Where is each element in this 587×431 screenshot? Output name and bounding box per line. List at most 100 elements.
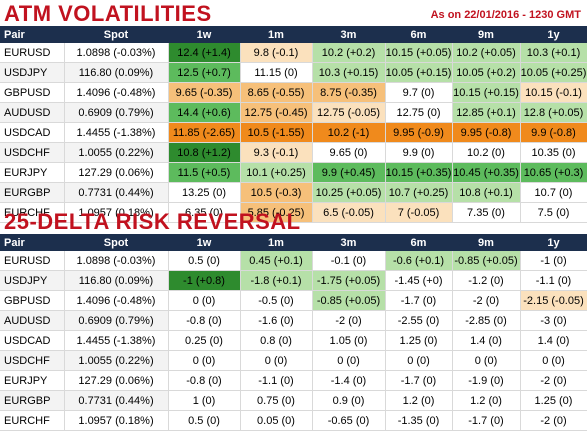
value-cell: 11.85 (-2.65) xyxy=(168,122,241,143)
value-cell: 9.65 (0) xyxy=(312,142,386,163)
value-cell: 9.65 (-0.35) xyxy=(168,82,241,103)
spot-cell: 1.4455 (-1.38%) xyxy=(64,330,169,351)
column-header-1y: 1y xyxy=(520,234,587,251)
value-cell: 1.25 (0) xyxy=(385,330,453,351)
value-cell: 10.2 (-1) xyxy=(312,122,386,143)
column-header-spot: Spot xyxy=(64,26,169,43)
value-cell: 12.4 (+1.4) xyxy=(168,43,241,63)
value-cell: 10.7 (+0.25) xyxy=(385,182,453,203)
value-cell: -0.8 (0) xyxy=(168,370,241,391)
table-row: EURUSD 1.0898 (-0.03%) 12.4 (+1.4) 9.8 (-0.… xyxy=(0,43,587,63)
table-row: EURJPY 127.29 (0.06%) -0.8 (0) -1.1 (0) -1.4… xyxy=(0,370,587,391)
value-cell: 9.9 (0) xyxy=(385,142,453,163)
value-cell: -2 (0) xyxy=(520,370,587,391)
value-cell: 1.25 (0) xyxy=(520,390,587,411)
column-header-1m: 1m xyxy=(240,234,313,251)
column-header-1m: 1m xyxy=(240,26,313,43)
value-cell: -1 (0) xyxy=(520,251,587,271)
pair-cell: EURJPY xyxy=(0,370,65,391)
value-cell: 1.2 (0) xyxy=(385,390,453,411)
value-cell: 10.15 (+0.15) xyxy=(452,82,521,103)
value-cell: 9.3 (-0.1) xyxy=(240,142,313,163)
value-cell: 11.5 (+0.5) xyxy=(168,162,241,183)
value-cell: 9.95 (-0.8) xyxy=(452,122,521,143)
value-cell: 12.5 (+0.7) xyxy=(168,62,241,83)
value-cell: 12.75 (-0.05) xyxy=(312,102,386,123)
value-cell: -1.45 (+0) xyxy=(385,270,453,291)
pair-cell: USDJPY xyxy=(0,62,65,83)
value-cell: -1.75 (+0.05) xyxy=(312,270,386,291)
value-cell: 10.8 (+0.1) xyxy=(452,182,521,203)
value-cell: 10.8 (+1.2) xyxy=(168,142,241,163)
value-cell: 11.15 (0) xyxy=(240,62,313,83)
value-cell: 10.2 (+0.05) xyxy=(452,43,521,63)
table-row: USDCAD 1.4455 (-1.38%) 0.25 (0) 0.8 (0) 1.05… xyxy=(0,330,587,351)
pair-cell: EURUSD xyxy=(0,43,65,63)
spot-cell: 0.6909 (0.79%) xyxy=(64,310,169,331)
column-header-6m: 6m xyxy=(385,26,453,43)
value-cell: 9.8 (-0.1) xyxy=(240,43,313,63)
value-cell: 0 (0) xyxy=(312,350,386,371)
table-row: USDJPY 116.80 (0.09%) -1 (+0.8) -1.8 (+0.1)… xyxy=(0,270,587,291)
pair-cell: EURGBP xyxy=(0,390,65,411)
value-cell: 10.5 (-0.3) xyxy=(240,182,313,203)
column-header-1w: 1w xyxy=(168,26,241,43)
value-cell: 6.35 (0) xyxy=(168,202,241,223)
value-cell: -1.7 (0) xyxy=(385,290,453,311)
value-cell: 12.85 (+0.1) xyxy=(452,102,521,123)
value-cell: -0.85 (+0.05) xyxy=(312,290,386,311)
value-cell: -2.15 (-0.05) xyxy=(520,290,587,311)
value-cell: 9.7 (0) xyxy=(385,82,453,103)
value-cell: 0.9 (0) xyxy=(312,390,386,411)
spot-cell: 1.4455 (-1.38%) xyxy=(64,122,169,143)
spot-cell: 127.29 (0.06%) xyxy=(64,162,169,183)
value-cell: 10.15 (+0.35) xyxy=(385,162,453,183)
column-header-9m: 9m xyxy=(452,26,521,43)
value-cell: -1.1 (0) xyxy=(240,370,313,391)
value-cell: -0.6 (+0.1) xyxy=(385,251,453,271)
value-cell: 10.5 (-1.55) xyxy=(240,122,313,143)
column-header-spot: Spot xyxy=(64,234,169,251)
spot-cell: 1.0957 (0.18%) xyxy=(64,202,169,223)
column-header-3m: 3m xyxy=(312,234,386,251)
spot-cell: 1.0055 (0.22%) xyxy=(64,350,169,371)
value-cell: 14.4 (+0.6) xyxy=(168,102,241,123)
value-cell: 6.5 (-0.05) xyxy=(312,202,386,223)
value-cell: 12.75 (0) xyxy=(385,102,453,123)
value-cell: 10.2 (0) xyxy=(452,142,521,163)
value-cell: -1 (+0.8) xyxy=(168,270,241,291)
value-cell: 0.25 (0) xyxy=(168,330,241,351)
pair-cell: EURUSD xyxy=(0,251,65,271)
spot-cell: 1.0898 (-0.03%) xyxy=(64,251,169,271)
value-cell: 10.15 (+0.05) xyxy=(385,43,453,63)
table-row: EURUSD 1.0898 (-0.03%) 0.5 (0) 0.45 (+0.1) -… xyxy=(0,251,587,271)
value-cell: 1.05 (0) xyxy=(312,330,386,351)
value-cell: -0.8 (0) xyxy=(168,310,241,331)
value-cell: 10.3 (+0.1) xyxy=(520,43,587,63)
value-cell: 5.85 (-0.25) xyxy=(240,202,313,223)
atm-volatilities-table: Pair Spot 1w 1m 3m 6m 9m 1y EURUSD 1.0898 (-0.03… xyxy=(0,26,587,223)
atm-header-row: Pair Spot 1w 1m 3m 6m 9m 1y xyxy=(0,26,587,43)
table-row: USDCHF 1.0055 (0.22%) 0 (0) 0 (0) 0 (0) 0 (0)… xyxy=(0,350,587,371)
risk-reversal-table: Pair Spot 1w 1m 3m 6m 9m 1y EURUSD 1.0898 (-0.03… xyxy=(0,234,587,431)
value-cell: -2.85 (0) xyxy=(452,310,521,331)
value-cell: -2 (0) xyxy=(312,310,386,331)
table-row: GBPUSD 1.4096 (-0.48%) 0 (0) -0.5 (0) -0.85 … xyxy=(0,290,587,311)
risk-reversal-title: 25-DELTA RISK REVERSAL xyxy=(4,209,301,234)
value-cell: 1.4 (0) xyxy=(520,330,587,351)
pair-cell: USDCAD xyxy=(0,330,65,351)
value-cell: 10.7 (0) xyxy=(520,182,587,203)
pair-cell: GBPUSD xyxy=(0,82,65,103)
rr-header-row: Pair Spot 1w 1m 3m 6m 9m 1y xyxy=(0,234,587,251)
value-cell: -0.1 (0) xyxy=(312,251,386,271)
table-row: AUDUSD 0.6909 (0.79%) 14.4 (+0.6) 12.75 (-0… xyxy=(0,102,587,123)
table-row: USDCHF 1.0055 (0.22%) 10.8 (+1.2) 9.3 (-0.1… xyxy=(0,142,587,163)
column-header-1w: 1w xyxy=(168,234,241,251)
value-cell: 0.5 (0) xyxy=(168,251,241,271)
spot-cell: 1.4096 (-0.48%) xyxy=(64,82,169,103)
pair-cell: EURJPY xyxy=(0,162,65,183)
spot-cell: 116.80 (0.09%) xyxy=(64,62,169,83)
value-cell: 9.9 (-0.8) xyxy=(520,122,587,143)
spot-cell: 116.80 (0.09%) xyxy=(64,270,169,291)
pair-cell: AUDUSD xyxy=(0,102,65,123)
